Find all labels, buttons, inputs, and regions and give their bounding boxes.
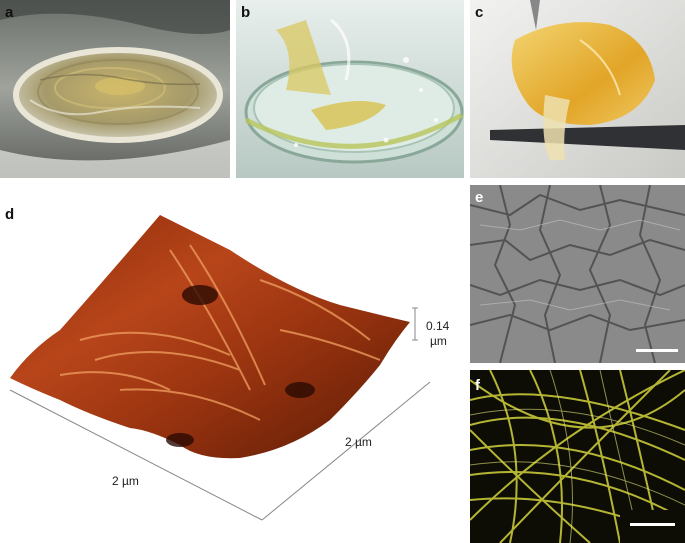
panel-e-micrograph: e [470,185,685,363]
afm-surface-plot [9,215,431,521]
panel-b-photo: b [236,0,464,178]
panel-f-label: f [475,377,480,394]
panel-f-scale-bar [630,523,675,526]
film-in-dish-image [0,0,230,178]
panel-a-label: a [5,4,14,21]
panel-e-label: e [475,189,484,206]
panel-d-label: d [5,206,15,223]
afm-x-scale-label: 2 µm [112,474,139,488]
afm-z-scale-value: 0.14 [426,319,450,333]
tweezers-holding-gel-image [470,0,685,178]
afm-y-scale-label: 2 µm [345,435,372,449]
panel-a-photo: a [0,0,230,178]
afm-axes [9,307,431,521]
afm-z-scale-unit: µm [430,334,447,348]
panel-d-afm: d 0.14 µm 2 µm 2 µm [0,190,468,543]
panel-c-photo: c [470,0,685,178]
hydrogel-in-water-image [236,0,464,178]
panel-b-label: b [241,4,251,21]
panel-c-label: c [475,4,484,21]
panel-f-fiber-image: f [470,370,685,543]
fiber-network-image [470,370,685,543]
panel-e-scale-bar [636,349,678,352]
network-micrograph-image [470,185,685,363]
afm-surface [10,215,410,459]
